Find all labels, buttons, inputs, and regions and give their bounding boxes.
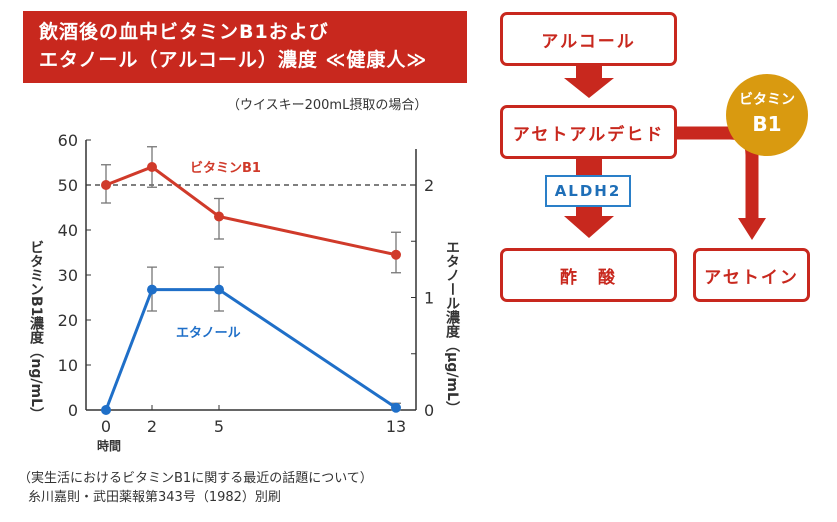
left-tick-label: 30 xyxy=(58,266,78,285)
series-label-vitamin-b1: ビタミンB1 xyxy=(190,160,261,176)
x-axis-label: 時間 xyxy=(97,438,121,453)
series-line-ethanol xyxy=(104,288,397,411)
data-point xyxy=(147,284,157,295)
acetaldehyde-box: アセトアルデヒド xyxy=(500,105,677,159)
right-tick-label: 0 xyxy=(424,401,434,420)
vitamin-label: ビタミン xyxy=(739,92,795,108)
vitamin-b1-badge: ビタミン B1 xyxy=(726,74,808,156)
left-tick-label: 40 xyxy=(58,221,78,240)
left-tick-label: 10 xyxy=(58,356,78,375)
x-tick-label: 2 xyxy=(147,417,157,436)
arrow-down-icon xyxy=(738,218,766,240)
data-point xyxy=(101,405,111,415)
arrow-down-icon xyxy=(564,78,614,98)
vitamin-b1-label: B1 xyxy=(752,112,782,136)
acetoin-box: アセトイン xyxy=(693,248,810,302)
source-line-1: （実生活におけるビタミンB1に関する最近の話題について） xyxy=(18,471,373,486)
data-point xyxy=(391,249,401,260)
left-tick-label: 0 xyxy=(68,401,78,420)
data-point xyxy=(214,211,224,222)
data-point xyxy=(147,162,157,172)
title-line-2: エタノール（アルコール）濃度 ≪健康人≫ xyxy=(39,49,428,71)
left-tick-label: 20 xyxy=(58,311,78,330)
arrow-shaft-1 xyxy=(576,66,602,80)
title-line-1: 飲酒後の血中ビタミンB1および xyxy=(39,21,329,43)
x-tick-label: 13 xyxy=(386,417,406,436)
source-line-2: 糸川嘉則・武田薬報第343号（1982）別刷 xyxy=(28,490,281,505)
chart-title: 飲酒後の血中ビタミンB1および エタノール（アルコール）濃度 ≪健康人≫ xyxy=(23,11,467,83)
acetic-acid-box: 酢 酸 xyxy=(500,248,677,302)
right-axis-label: エタノール濃度（μg/mL） xyxy=(444,240,461,415)
data-point xyxy=(214,284,224,295)
data-point xyxy=(101,180,111,190)
x-tick-label: 5 xyxy=(214,417,224,436)
left-tick-label: 60 xyxy=(58,131,78,150)
series-line-vitamin-b1 xyxy=(105,165,397,257)
left-axis-label: ビタミンB1濃度（ng/mL） xyxy=(28,240,45,421)
alcohol-box: アルコール xyxy=(500,12,677,66)
subtitle: （ウイスキー200mL摂取の場合） xyxy=(227,98,428,113)
right-tick-label: 2 xyxy=(424,176,434,195)
left-tick-label: 50 xyxy=(58,176,78,195)
aldh2-label: ALDH2 xyxy=(545,175,631,207)
right-tick-label: 1 xyxy=(424,289,434,308)
arrow-down-icon xyxy=(564,216,614,238)
x-tick-label: 0 xyxy=(101,417,111,436)
series-label-ethanol: エタノール xyxy=(176,326,241,341)
data-point xyxy=(391,402,401,413)
